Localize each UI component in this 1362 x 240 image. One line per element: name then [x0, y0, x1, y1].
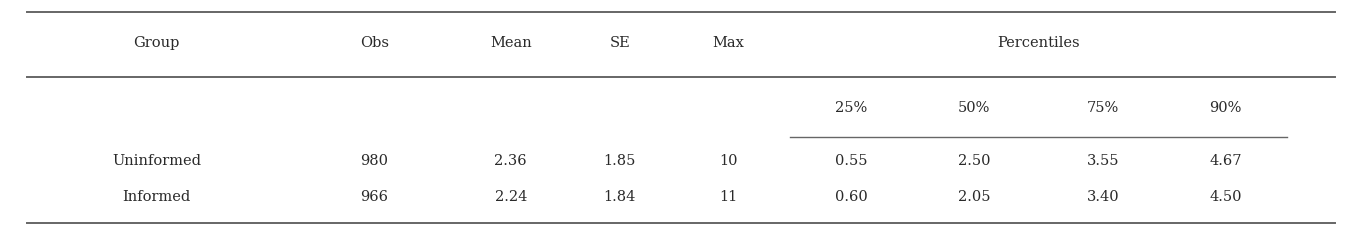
Text: Obs: Obs [360, 36, 390, 50]
Text: 1.84: 1.84 [603, 190, 636, 204]
Text: 2.24: 2.24 [494, 190, 527, 204]
Text: Group: Group [133, 36, 180, 50]
Text: 2.50: 2.50 [957, 154, 990, 168]
Text: 0.55: 0.55 [835, 154, 868, 168]
Text: 0.60: 0.60 [835, 190, 868, 204]
Text: 4.50: 4.50 [1209, 190, 1242, 204]
Text: 4.67: 4.67 [1209, 154, 1242, 168]
Text: 980: 980 [361, 154, 388, 168]
Text: 1.85: 1.85 [603, 154, 636, 168]
Text: 3.40: 3.40 [1087, 190, 1120, 204]
Text: 90%: 90% [1209, 101, 1242, 115]
Text: 2.05: 2.05 [957, 190, 990, 204]
Text: SE: SE [609, 36, 631, 50]
Text: Uninformed: Uninformed [112, 154, 202, 168]
Text: 10: 10 [719, 154, 738, 168]
Text: 2.36: 2.36 [494, 154, 527, 168]
Text: 966: 966 [361, 190, 388, 204]
Text: 25%: 25% [835, 101, 868, 115]
Text: 50%: 50% [957, 101, 990, 115]
Text: 11: 11 [719, 190, 738, 204]
Text: Max: Max [712, 36, 745, 50]
Text: Percentiles: Percentiles [997, 36, 1080, 50]
Text: 75%: 75% [1087, 101, 1120, 115]
Text: Informed: Informed [123, 190, 191, 204]
Text: Mean: Mean [490, 36, 531, 50]
Text: 3.55: 3.55 [1087, 154, 1120, 168]
